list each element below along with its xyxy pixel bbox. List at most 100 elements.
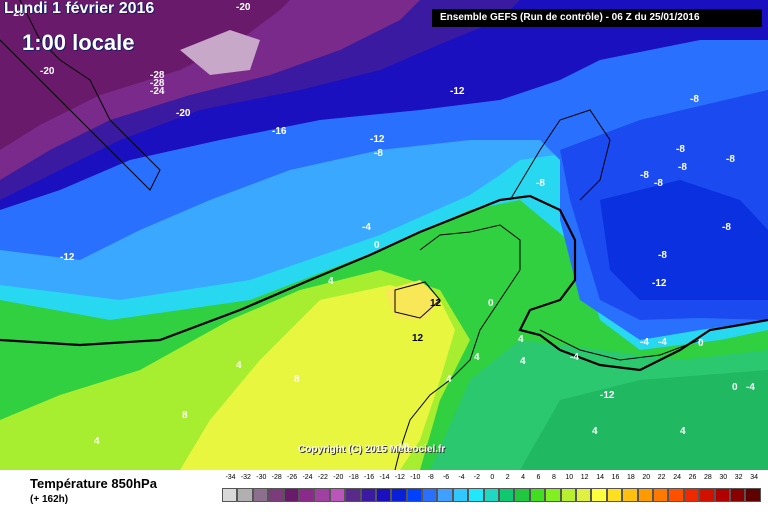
isotherm-label: 8 <box>182 410 188 421</box>
legend-label: -32 <box>240 474 251 481</box>
legend-label: -8 <box>427 474 434 481</box>
legend-swatch <box>406 488 423 502</box>
legend-label: 4 <box>521 474 526 481</box>
isotherm-label: -28 <box>150 78 165 89</box>
isotherm-label: -8 <box>722 222 731 233</box>
isotherm-label: -8 <box>536 178 545 189</box>
legend-swatch <box>452 488 469 502</box>
legend-label: 6 <box>536 474 541 481</box>
legend-labels: -34 -32 -30 -28 -26 -24 -22 -20 -18 -16 -14 -12 -10-… <box>222 474 762 486</box>
map-canvas: -20-20 -28-28-24-20-20-16-12-12-12-8-8-8-… <box>0 0 768 470</box>
isotherm-label: -8 <box>726 154 735 165</box>
isotherm-label: -4 <box>362 222 371 233</box>
legend-label: 12 <box>580 474 589 481</box>
legend-swatch <box>560 488 576 502</box>
scandinavia-coast <box>509 109 611 201</box>
legend-swatch <box>637 488 653 502</box>
legend-swatch <box>375 488 392 502</box>
legend-swatch <box>668 488 684 502</box>
green-east-2 <box>520 370 768 470</box>
zero-isotherm <box>0 194 768 372</box>
isotherm-label: 4 <box>474 352 480 363</box>
legend-label: 26 <box>688 474 697 481</box>
isotherm-label: -12 <box>600 390 615 401</box>
legend-swatch <box>499 488 515 502</box>
legend-label: 8 <box>551 474 556 481</box>
legend-label: -10 <box>410 474 421 481</box>
legend-swatch <box>422 488 438 502</box>
legend-swatch <box>329 488 346 502</box>
legend-swatch <box>622 488 638 502</box>
isotherm-label: 4 <box>592 426 598 437</box>
color-legend: -34 -32 -30 -28 -26 -24 -22 -20 -18 -16 -14 -12 -10-… <box>222 474 762 508</box>
isotherm-label: -8 <box>374 148 383 159</box>
legend-swatch <box>298 488 315 502</box>
legend-swatch <box>729 488 746 502</box>
legend-swatch <box>437 488 453 502</box>
legend-swatch <box>591 488 607 502</box>
legend-swatch <box>545 488 561 502</box>
isotherm-label: 12 <box>398 442 410 453</box>
isotherm-label: -4 <box>658 337 667 348</box>
legend-label: 2 <box>505 474 510 481</box>
temperature-map: -20 -20 -28 -28 -24 -20 -20 -16 -12 -12 -12 -8 -8 -8-… <box>0 0 768 470</box>
isotherm-label: 4 <box>236 360 242 371</box>
warm-core <box>385 280 440 320</box>
uk-coast <box>394 281 441 319</box>
legend-label: -6 <box>442 474 450 481</box>
isotherm-label: -8 <box>676 144 685 155</box>
legend-label: -30 <box>256 474 267 481</box>
isotherm-label: 12 <box>430 298 442 309</box>
legend-label: 14 <box>596 474 604 481</box>
legend-label: 28 <box>703 474 712 481</box>
isotherm-label: -12 <box>652 278 667 289</box>
legend-label: 24 <box>673 474 681 481</box>
legend-label: -28 <box>271 474 282 481</box>
legend-label: -24 <box>302 474 313 481</box>
legend-swatch <box>652 488 669 502</box>
legend-swatch <box>606 488 623 502</box>
legend-swatch <box>222 488 238 502</box>
legend-swatch <box>360 488 376 502</box>
cold-core-greenland <box>180 30 260 75</box>
legend-swatch <box>314 488 330 502</box>
legend-swatch <box>345 488 361 502</box>
isotherm-label: 0 <box>374 240 380 251</box>
forecast-time: 1:00 locale <box>22 30 135 55</box>
legend-swatch <box>699 488 715 502</box>
isotherm-label: -28 <box>150 70 165 81</box>
isotherm-label: -12 <box>370 134 385 145</box>
legend-label: 16 <box>611 474 620 481</box>
forecast-date: Lundi 1 février 2016 <box>4 0 155 17</box>
europe-coast <box>394 224 521 470</box>
legend-label: 30 <box>719 474 728 481</box>
legend-label: -14 <box>379 474 390 481</box>
legend-label: -22 <box>317 474 328 481</box>
isotherm-label: -12 <box>60 252 75 263</box>
legend-swatch <box>714 488 730 502</box>
legend-label: -20 <box>333 474 344 481</box>
legend-swatch <box>575 488 592 502</box>
legend-label: 34 <box>750 474 758 481</box>
isotherm-label: 4 <box>520 356 526 367</box>
greenland-coast <box>0 0 161 191</box>
legend-swatch <box>529 488 546 502</box>
baltic-coast <box>539 329 701 361</box>
legend-swatch <box>237 488 253 502</box>
isotherm-label: -20 <box>40 66 55 77</box>
isotherm-label: 8 <box>294 374 300 385</box>
deepest-blue-east <box>600 180 768 300</box>
isotherm-label: 4 <box>446 374 452 385</box>
legend-swatch <box>483 488 500 502</box>
isotherm-label: -8 <box>654 178 663 189</box>
copyright: Copyright (C) 2015 Meteociel.fr <box>298 444 446 455</box>
isotherm-label: 0 <box>488 298 494 309</box>
legend-label: -18 <box>348 474 359 481</box>
isotherm-label: -16 <box>272 126 287 137</box>
isotherm-label: -8 <box>678 162 687 173</box>
lead-time-label: (+ 162h) <box>30 494 69 505</box>
isotherm-label: 0 <box>698 338 704 349</box>
legend-swatches <box>222 488 762 502</box>
isotherm-label: -8 <box>640 170 649 181</box>
